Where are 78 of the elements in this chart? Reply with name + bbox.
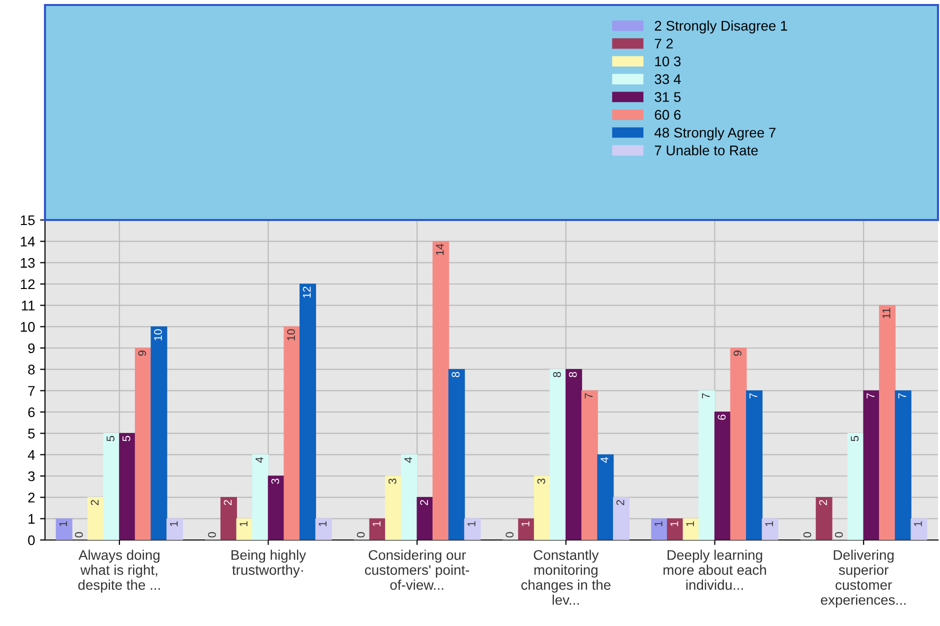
data-label: 9 (138, 350, 146, 356)
x-tick-label: Being highly trustworthy· (232, 550, 306, 578)
y-tick-label: 1 (28, 514, 35, 524)
data-label: 2 (224, 500, 232, 506)
data-label: 1 (170, 521, 178, 526)
y-tick-label: 9 (28, 343, 35, 354)
data-label: 5 (122, 436, 130, 442)
data-label: 1 (240, 521, 248, 526)
data-label: 2 (819, 500, 827, 506)
legend-label: 48 Strongly Agree 7 (654, 127, 776, 140)
data-label: 3 (537, 478, 546, 484)
y-tick-label: 5 (28, 428, 35, 439)
data-label: 1 (765, 521, 773, 526)
data-label: 0 (803, 532, 812, 538)
y-tick-label: 8 (28, 364, 35, 375)
x-tick-label: Deeply learning more about each individu... (664, 550, 766, 590)
y-tick-label: 6 (28, 407, 35, 418)
data-label: 1 (522, 521, 530, 526)
data-label: 10 (154, 329, 162, 340)
data-label: 7 (702, 393, 710, 398)
legend-label: 60 6 (654, 110, 681, 120)
data-label: 7 (898, 393, 906, 398)
x-tick-label: Constantly monitoring changes in the lev... (521, 550, 610, 605)
data-label: 10 (287, 329, 295, 340)
data-label: 0 (356, 532, 365, 538)
legend-label: 31 5 (654, 92, 681, 102)
legend-label: 10 3 (655, 56, 681, 66)
data-label: 6 (718, 414, 726, 420)
data-label: 2 (90, 500, 99, 506)
data-label: 4 (600, 457, 608, 463)
data-label: 3 (388, 478, 396, 484)
data-label: 12 (302, 286, 311, 298)
data-label: 0 (74, 532, 83, 538)
data-label: 1 (914, 521, 922, 526)
data-label: 9 (734, 350, 742, 356)
data-label: 1 (318, 521, 326, 526)
data-label: 1 (372, 521, 380, 526)
data-label: 2 (420, 500, 428, 506)
y-tick-label: 7 (28, 386, 35, 396)
data-label: 0 (208, 532, 216, 538)
x-tick-label: Considering our customers' point- of-view... (365, 550, 470, 590)
y-tick-label: 10 (20, 322, 35, 332)
data-label: 1 (670, 521, 678, 526)
y-tick-label: 4 (28, 450, 35, 460)
data-label: 7 (750, 393, 758, 398)
data-label: 1 (686, 521, 694, 526)
x-tick-label: Always doing what is right, despite the ... (78, 550, 160, 593)
data-label: 4 (404, 457, 412, 463)
legend-label: 2 Strongly Disagree 1 (654, 20, 788, 34)
y-tick-label: 14 (20, 236, 35, 246)
y-tick-label: 2 (28, 492, 35, 502)
data-label: 11 (882, 308, 890, 318)
y-tick-label: 0 (28, 535, 35, 546)
data-label: 7 (866, 393, 874, 398)
data-label: 5 (106, 436, 114, 442)
data-label: 14 (436, 244, 444, 255)
data-label: 8 (568, 372, 577, 378)
data-label: 3 (271, 478, 280, 484)
data-label: 7 (584, 393, 593, 398)
legend-label: 33 4 (654, 74, 681, 84)
data-label: 4 (256, 457, 264, 463)
data-label: 8 (452, 372, 460, 378)
y-tick-label: 13 (20, 258, 35, 268)
y-tick-label: 11 (22, 300, 35, 310)
data-label: 1 (654, 521, 662, 526)
legend-label: 7 Unable to Rate (654, 145, 758, 156)
y-tick-label: 12 (20, 279, 35, 290)
data-label: 1 (468, 521, 476, 526)
y-tick-label: 15 (20, 215, 35, 226)
data-label: 5 (850, 436, 859, 442)
legend-label: 7 2 (654, 38, 673, 48)
data-label: 0 (834, 532, 843, 538)
data-label: 1 (59, 521, 67, 526)
data-label: 2 (616, 500, 624, 506)
data-label: 0 (506, 532, 514, 538)
data-label: 8 (553, 372, 561, 378)
y-tick-label: 3 (28, 471, 35, 482)
x-tick-label: Delivering superior customer experiences... (820, 550, 906, 608)
